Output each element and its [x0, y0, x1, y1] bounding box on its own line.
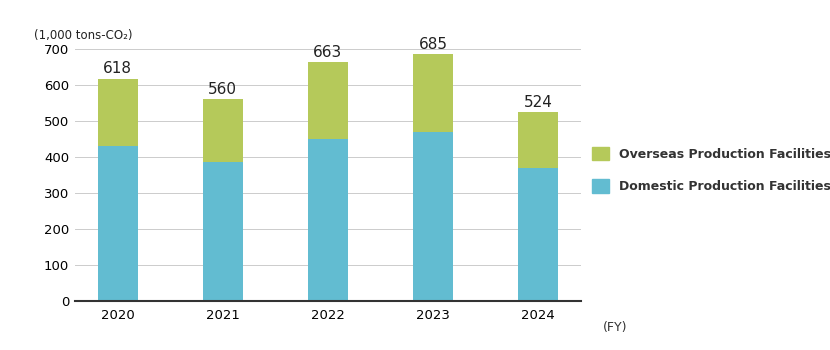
Text: 618: 618 [103, 61, 132, 76]
Bar [203, 162, 242, 301]
Bar [98, 146, 138, 301]
Bar [308, 139, 348, 301]
Text: 524: 524 [524, 95, 553, 110]
Bar [518, 168, 558, 301]
Text: 685: 685 [418, 37, 447, 52]
Bar [413, 132, 453, 301]
Bar [308, 62, 348, 139]
Bar [518, 112, 558, 168]
Text: (FY): (FY) [603, 321, 627, 334]
Bar [98, 78, 138, 146]
Text: 560: 560 [208, 82, 237, 97]
Bar [203, 99, 242, 162]
Text: (1,000 tons-CO₂): (1,000 tons-CO₂) [34, 29, 133, 42]
Text: 663: 663 [313, 45, 343, 60]
Legend: Overseas Production Facilities, Domestic Production Facilities: Overseas Production Facilities, Domestic… [593, 147, 830, 193]
Bar [413, 54, 453, 132]
